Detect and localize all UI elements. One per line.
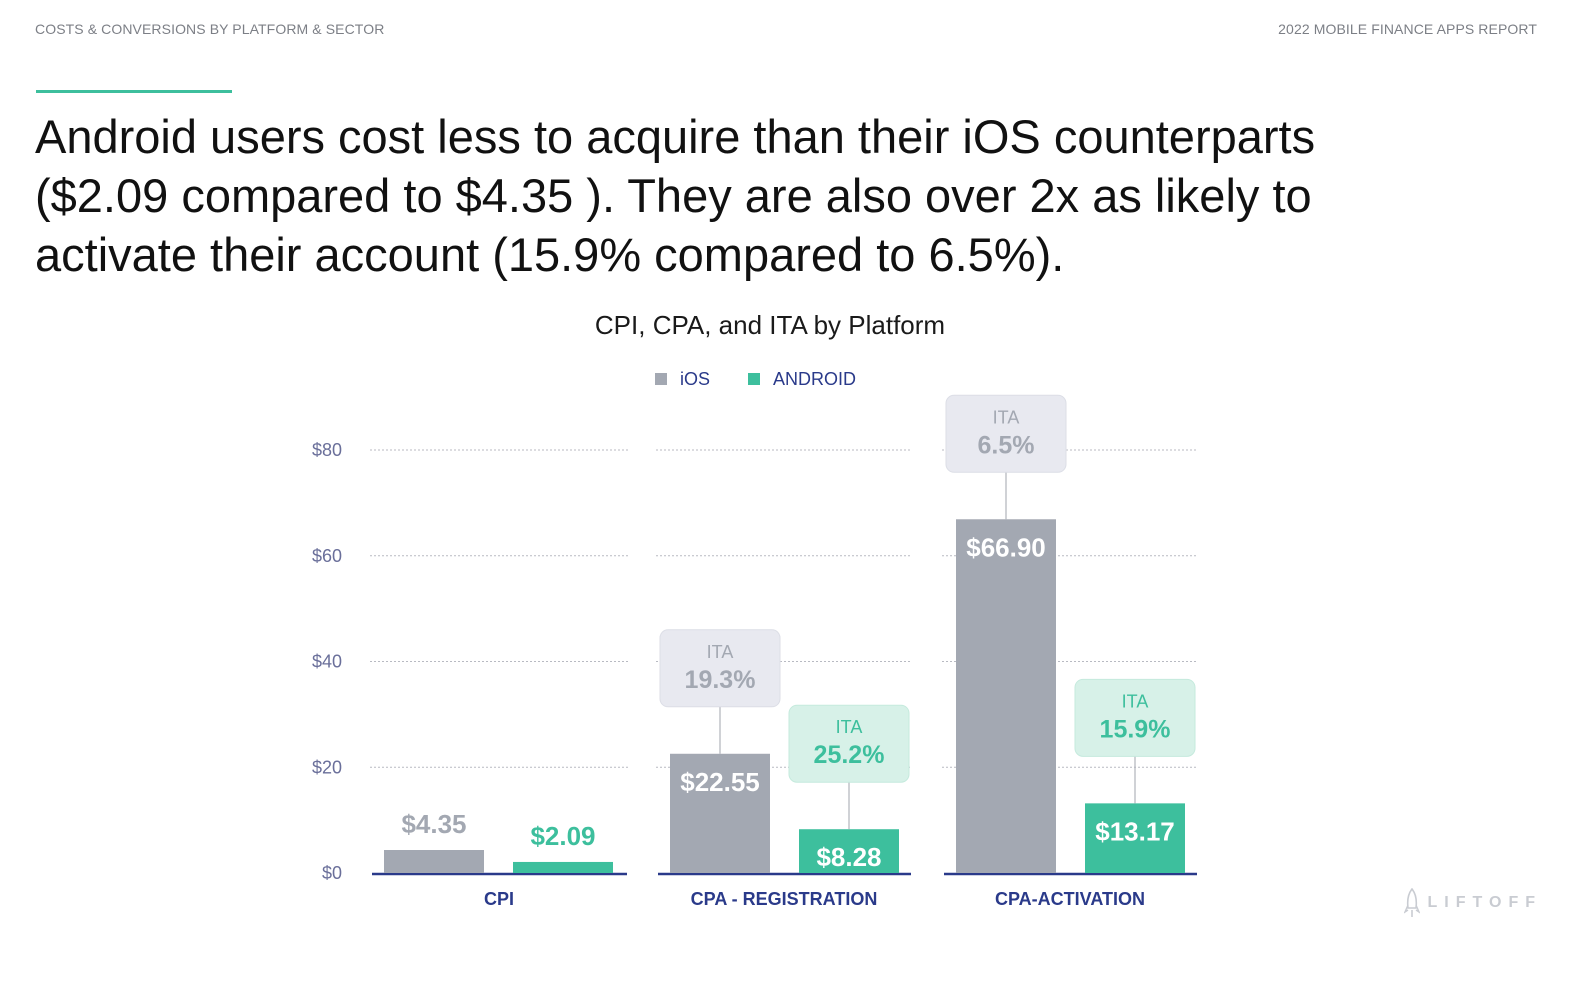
- y-tick-label: $0: [322, 863, 342, 883]
- bar-android-2: [1085, 803, 1185, 873]
- ita-callout: [1074, 678, 1196, 757]
- ita-callout: [788, 704, 910, 783]
- ita-callout: [945, 394, 1067, 473]
- legend-swatch-ios: [655, 373, 667, 385]
- bar-ios-2: [956, 519, 1056, 873]
- rocket-icon: [1403, 888, 1420, 917]
- bar-value-label: $13.17: [1095, 816, 1175, 846]
- category-label: CPI: [484, 889, 514, 909]
- legend-label-ios: iOS: [680, 369, 710, 389]
- logo-text: LIFTOFF: [1427, 894, 1542, 911]
- legend-label-android: ANDROID: [773, 369, 856, 389]
- legend-swatch-android: [748, 373, 760, 385]
- y-tick-label: $60: [312, 546, 342, 566]
- bar-android-1: [799, 829, 899, 873]
- ita-value: 15.9%: [1100, 715, 1171, 743]
- ita-label: ITA: [1122, 691, 1149, 711]
- bar-value-label: $4.35: [401, 809, 466, 839]
- ita-value: 19.3%: [685, 666, 756, 694]
- bar-value-label: $22.55: [680, 767, 760, 797]
- ita-label: ITA: [836, 717, 863, 737]
- category-label: CPA - REGISTRATION: [691, 889, 878, 909]
- bar-value-label: $2.09: [530, 821, 595, 851]
- headline: Android users cost less to acquire than …: [35, 110, 1316, 281]
- y-tick-label: $80: [312, 440, 342, 460]
- ita-value: 6.5%: [978, 431, 1035, 459]
- bar-ios-0: [384, 849, 484, 873]
- bar-ios-1: [670, 753, 770, 873]
- ita-value: 25.2%: [814, 741, 885, 769]
- bar-value-label: $66.90: [966, 532, 1046, 562]
- bar-value-label: $8.28: [816, 842, 881, 872]
- y-tick-label: $20: [312, 757, 342, 777]
- ita-label: ITA: [993, 407, 1020, 427]
- chart-title: CPI, CPA, and ITA by Platform: [594, 310, 946, 340]
- section-title: COSTS & CONVERSIONS BY PLATFORM & SECTOR: [35, 21, 385, 37]
- liftoff-logo: LIFTOFF: [1403, 888, 1542, 918]
- report-title: 2022 MOBILE FINANCE APPS REPORT: [1278, 21, 1537, 37]
- bar-android-0: [513, 861, 613, 873]
- ita-label: ITA: [707, 642, 734, 662]
- category-label: CPA-ACTIVATION: [995, 889, 1145, 909]
- accent-divider: [36, 90, 232, 93]
- y-tick-label: $40: [312, 652, 342, 672]
- ita-callout: [659, 629, 781, 708]
